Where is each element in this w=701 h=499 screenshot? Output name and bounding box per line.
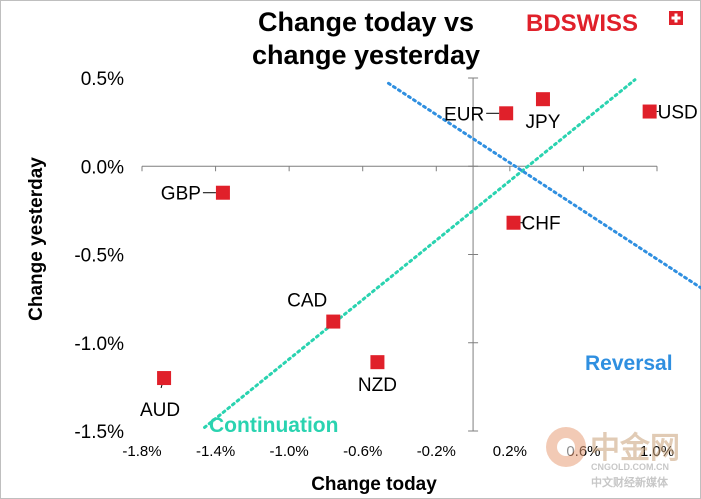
cngold-logo-icon — [546, 427, 586, 467]
x-tick-label: -1.0% — [270, 443, 309, 460]
x-tick-label: -1.8% — [122, 443, 161, 460]
data-point-cad — [326, 314, 341, 329]
data-point-jpy — [535, 92, 550, 107]
y-axis-title: Change yesterday — [26, 157, 47, 321]
trend-lines — [203, 78, 701, 429]
point-label-nzd: NZD — [358, 375, 397, 396]
point-label-usd: USD — [658, 103, 698, 124]
chart-title-line1: Change today vs — [258, 7, 474, 37]
bdswiss-logo-text: BDSWISS — [526, 10, 638, 37]
point-label-aud: AUD — [140, 400, 180, 421]
point-label-jpy: JPY — [526, 112, 561, 133]
point-label-chf: CHF — [522, 214, 561, 235]
watermark-subtitle: 中文财经新媒体 — [591, 475, 669, 489]
y-tick-label: -1.0% — [74, 334, 124, 355]
continuation-trend-line — [203, 78, 637, 429]
swiss-cross-icon — [669, 11, 683, 25]
data-point-chf — [506, 215, 521, 230]
y-tick-label: -0.5% — [74, 246, 124, 267]
cngold-watermark: 中金网 CNGOLD.COM.CN 中文财经新媒体 — [546, 427, 680, 489]
x-axis-title: Change today — [311, 474, 437, 495]
continuation-annotation: Continuation — [209, 414, 338, 437]
y-tick-label: 0.5% — [81, 69, 124, 90]
bdswiss-logo: BDSWISS — [526, 10, 683, 37]
reversal-trend-line — [386, 81, 701, 290]
y-tick-label: 0.0% — [81, 157, 124, 178]
y-tick-label: -1.5% — [74, 422, 124, 443]
x-tick-label: -1.4% — [196, 443, 235, 460]
point-label-eur: EUR — [444, 104, 484, 125]
reversal-annotation: Reversal — [585, 352, 673, 375]
x-tick-label: -0.6% — [343, 443, 382, 460]
data-point-usd — [642, 104, 657, 119]
data-point-nzd — [370, 355, 385, 370]
data-point-eur — [499, 106, 514, 121]
point-label-gbp: GBP — [161, 184, 201, 205]
data-point-gbp — [215, 185, 230, 200]
x-tick-label: -0.2% — [417, 443, 456, 460]
data-points: EUR JPY USD CHF GBP CAD NZD AUD — [140, 92, 698, 421]
data-point-aud — [157, 371, 172, 386]
watermark-url: CNGOLD.COM.CN — [591, 462, 669, 472]
point-label-cad: CAD — [287, 291, 327, 312]
x-tick-label: 1.0% — [640, 443, 674, 460]
chart-title-line2: change yesterday — [252, 40, 480, 70]
watermark-text: 中金网 — [590, 431, 680, 465]
x-tick-label: 0.2% — [493, 443, 527, 460]
